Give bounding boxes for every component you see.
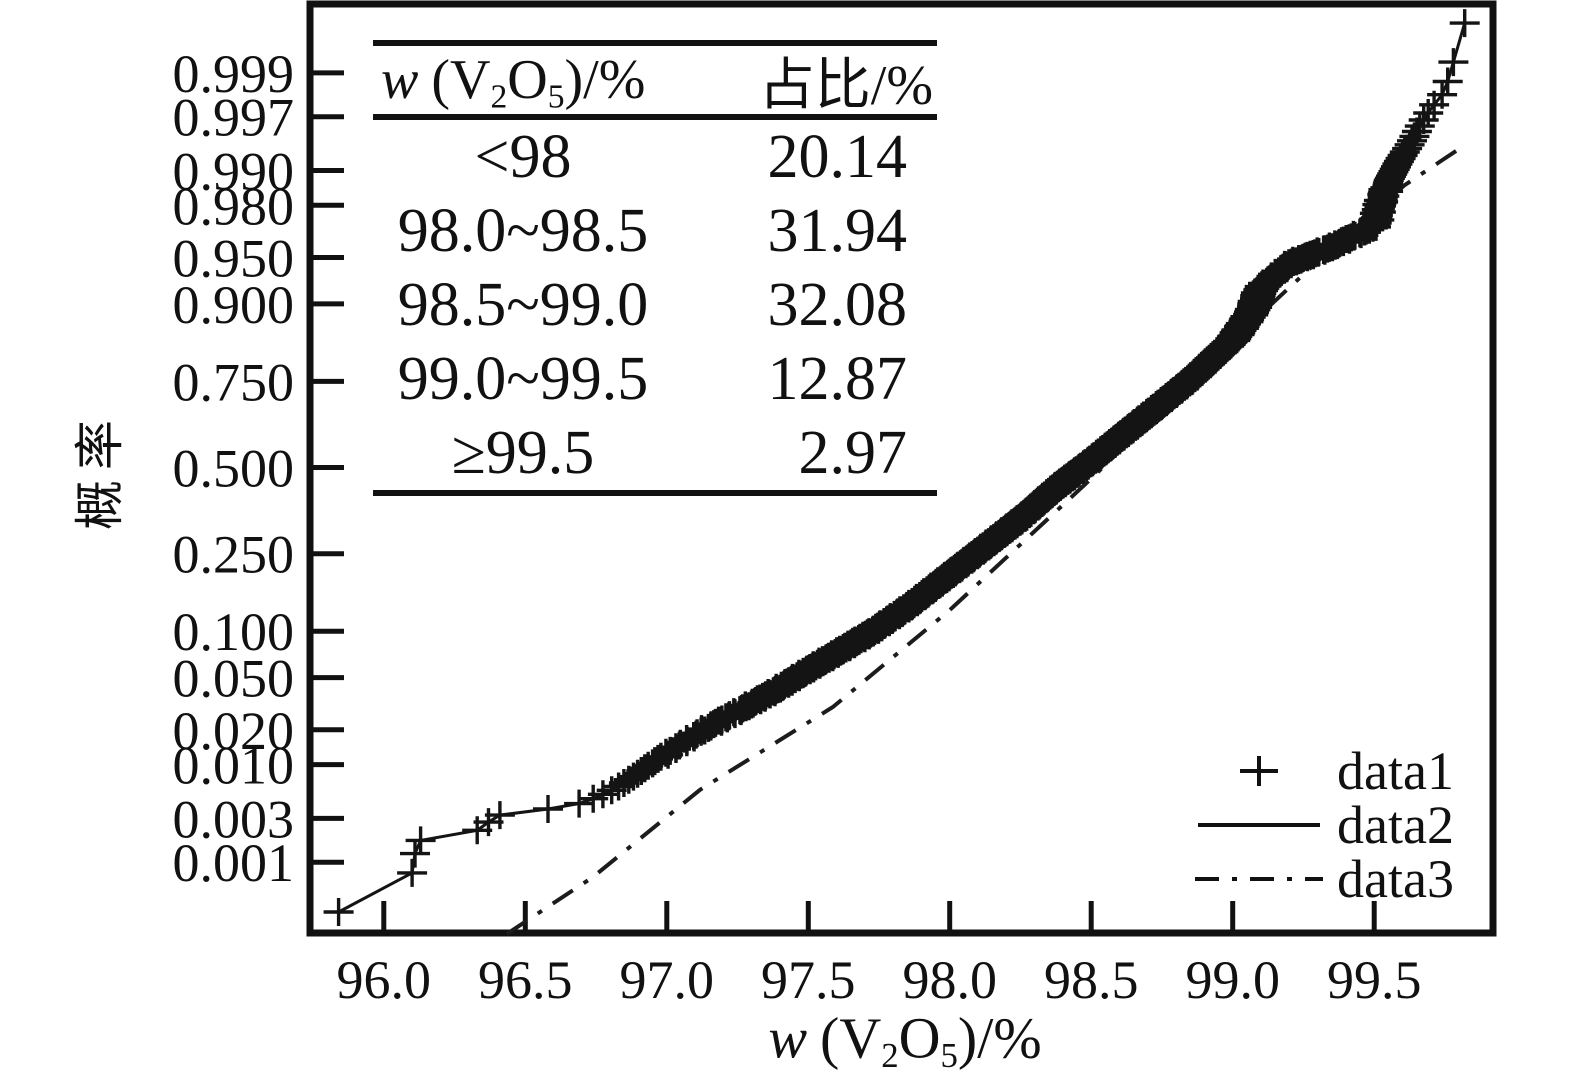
- svg-text:0.500: 0.500: [173, 439, 295, 499]
- svg-text:99.5: 99.5: [1327, 950, 1422, 1010]
- svg-text:0.001: 0.001: [173, 833, 295, 893]
- inset-table-header-col2: 占比/%: [758, 54, 933, 117]
- svg-text:0.990: 0.990: [173, 142, 295, 202]
- svg-text:98.5: 98.5: [1044, 950, 1139, 1010]
- svg-text:0.997: 0.997: [173, 88, 295, 148]
- legend: data1 data2 data3: [1195, 741, 1454, 909]
- svg-text:0.980: 0.980: [173, 176, 295, 236]
- svg-text:96.5: 96.5: [478, 950, 573, 1010]
- svg-text:0.900: 0.900: [173, 275, 295, 335]
- table-row: ≥99.5 2.97: [451, 418, 907, 487]
- table-row: <98 20.14: [474, 122, 907, 191]
- inset-table-header: w (V2O5)/% 占比/%: [373, 46, 937, 120]
- svg-text:0.050: 0.050: [173, 649, 295, 709]
- svg-text:0.100: 0.100: [173, 602, 295, 662]
- y-axis-title: 概率: [72, 410, 128, 530]
- svg-text:0.750: 0.750: [173, 352, 295, 412]
- svg-text:0.999: 0.999: [173, 44, 295, 104]
- svg-text:0.003: 0.003: [173, 789, 295, 849]
- inset-table-header-col1: w (V2O5)/%: [381, 49, 646, 116]
- svg-text:0.250: 0.250: [173, 525, 295, 585]
- x-axis-title-symbol: w: [768, 1005, 808, 1071]
- inset-table: w (V2O5)/% 占比/% <98 20.14 98.0~98.5 31.94…: [373, 40, 937, 496]
- legend-item-data3: data3: [1195, 849, 1454, 909]
- legend-item-data2: data2: [1195, 795, 1454, 855]
- table-row: 99.0~99.5 12.87: [397, 344, 907, 413]
- table-row: 98.5~99.0 32.08: [397, 270, 907, 339]
- svg-text:99.0: 99.0: [1185, 950, 1280, 1010]
- legend-item-data1: data1: [1195, 741, 1454, 801]
- svg-text:97.5: 97.5: [761, 950, 856, 1010]
- svg-text:0.950: 0.950: [173, 229, 295, 289]
- svg-text:97.0: 97.0: [620, 950, 715, 1010]
- dash-dot-line-icon: [1195, 877, 1323, 881]
- svg-text:0.020: 0.020: [173, 701, 295, 761]
- x-axis-title: w (V2O5)/%: [768, 1005, 1042, 1076]
- svg-text:96.0: 96.0: [337, 950, 432, 1010]
- solid-line-icon: [1198, 823, 1320, 827]
- svg-text:0.010: 0.010: [173, 736, 295, 796]
- table-row: 98.0~98.5 31.94: [397, 196, 907, 265]
- plus-marker-icon: [1240, 752, 1278, 790]
- svg-text:98.0: 98.0: [902, 950, 997, 1010]
